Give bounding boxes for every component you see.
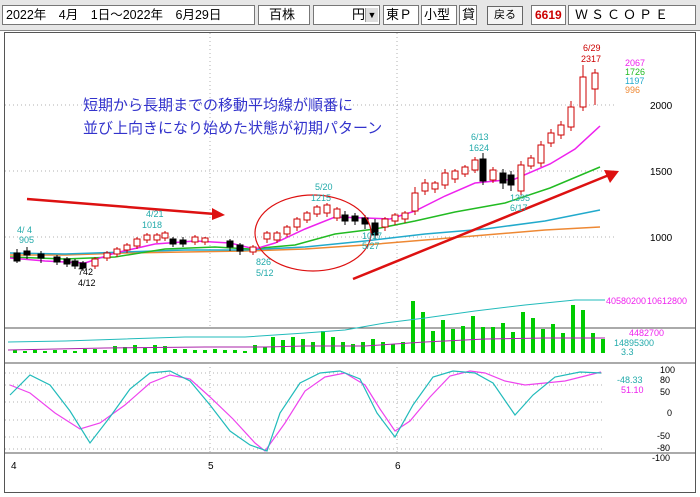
volume-ma-magenta (7, 337, 605, 351)
stock-name-field: ＷＳＣＯＰＥ (568, 5, 696, 25)
ma-value-short: 2067 (625, 58, 645, 68)
market-field-1: 東Ｐ (383, 5, 419, 25)
volume-label-5: 3.3 (621, 347, 634, 357)
callout-p8-value: 1017 (362, 231, 382, 241)
ma-longest-line (10, 226, 601, 256)
ma-value-mid: 1726 (625, 67, 645, 77)
ma-mid-line (9, 166, 601, 260)
oscillator-line-magenta (9, 370, 602, 452)
callout-p3-date: 5/20 (315, 182, 333, 192)
price-tick-1500: 1500 (650, 167, 673, 178)
ma-value-longest: 996 (625, 85, 640, 95)
date-range-field[interactable]: 2022年 4月 1日～2022年 6月29日 (2, 5, 255, 25)
callout-p6-value: 742 (78, 267, 93, 277)
osc-tick-0: 0 (667, 408, 672, 418)
code-text: 6619 (535, 8, 562, 22)
callout-p1-date: 4/ 4 (17, 225, 32, 235)
price-axis: 2000 1500 1000 (650, 101, 673, 244)
chart-area: 2000 1500 1000 2067 1726 1197 996 (4, 32, 696, 493)
oscillator-axis: 100 80 50 0 -50 -80 -100 (652, 365, 675, 463)
market-1-text: 東Ｐ (386, 7, 413, 22)
callout-p4-date: 6/13 (471, 132, 489, 142)
callout-p1-value: 905 (19, 235, 34, 245)
osc-tick-80: 80 (660, 375, 670, 385)
code-field[interactable]: 6619 (531, 5, 566, 25)
market-field-2: 小型 (421, 5, 457, 25)
trend-arrow-left (26, 197, 225, 220)
annotation-line-1: 短期から長期までの移動平均線が順番に (83, 97, 353, 114)
month-label-5: 5 (208, 461, 214, 472)
trend-arrow-right (352, 170, 619, 281)
currency-select[interactable]: 円 ▼ (313, 5, 380, 25)
month-label-6: 6 (395, 461, 401, 472)
market-field-3: 貸 (459, 5, 477, 25)
osc-tick-100: 100 (660, 365, 675, 375)
osc-tick-neg100: -100 (652, 453, 670, 463)
osc-tick-50: 50 (660, 387, 670, 397)
volume-label-1: 40580200 (606, 296, 646, 306)
market-3-text: 貸 (462, 7, 476, 22)
callout-p2-date: 4/21 (146, 209, 164, 219)
ma-value-long: 1197 (625, 76, 644, 86)
annotation-line-2: 並び上向きになり始めた状態が初期パターン (83, 120, 382, 137)
currency-value: 円 (352, 7, 366, 22)
osc-tick-neg50: -50 (657, 431, 670, 441)
callout-p3-value: 1215 (311, 193, 331, 203)
highlight-ellipse (254, 194, 372, 272)
callout-p9-date: 6/17 (510, 203, 528, 213)
callout-p7-date: 5/12 (256, 268, 274, 278)
oscillator-line-cyan (9, 370, 602, 452)
stock-chart-svg: 2000 1500 1000 2067 1726 1197 996 (5, 33, 695, 472)
osc-tick-neg80: -80 (657, 443, 670, 453)
volume-ma-cyan (7, 299, 605, 343)
volume-bars (13, 301, 605, 353)
price-tick-2000: 2000 (650, 101, 673, 112)
callout-p8-date: 5/27 (362, 241, 380, 251)
callout-p6-date: 4/12 (78, 278, 96, 288)
chevron-down-icon[interactable]: ▼ (365, 8, 378, 22)
callout-p5-value: 2317 (581, 54, 601, 64)
x-axis: 4 5 6 (11, 461, 401, 472)
market-2-text: 小型 (424, 7, 451, 22)
back-button[interactable]: 戻る (487, 6, 523, 25)
volume-label-3: 4482700 (629, 328, 664, 338)
month-label-4: 4 (11, 461, 17, 472)
volume-label-4: 14895300 (614, 338, 654, 348)
callout-p7-value: 826 (256, 257, 271, 267)
price-grid (5, 33, 615, 328)
toolbar: 2022年 4月 1日～2022年 6月29日 百株 円 ▼ 東Ｐ 小型 貸 戻… (0, 0, 700, 31)
callout-p9-value: 1395 (510, 193, 530, 203)
unit-label: 百株 (269, 7, 296, 22)
candlesticks (13, 65, 599, 271)
unit-field: 百株 (258, 5, 310, 25)
osc-value-1: -48.33 (617, 375, 643, 385)
volume-label-2: 10612800 (647, 296, 687, 306)
date-range-text: 2022年 4月 1日～2022年 6月29日 (6, 8, 222, 22)
osc-value-2: 51.10 (621, 385, 644, 395)
callout-p4-value: 1624 (469, 143, 489, 153)
callout-p2-value: 1018 (142, 220, 162, 230)
callout-p5-date: 6/29 (583, 43, 601, 53)
price-tick-1000: 1000 (650, 233, 673, 244)
stock-name-text: ＷＳＣＯＰＥ (575, 7, 672, 22)
oscillator-grid (5, 363, 605, 453)
